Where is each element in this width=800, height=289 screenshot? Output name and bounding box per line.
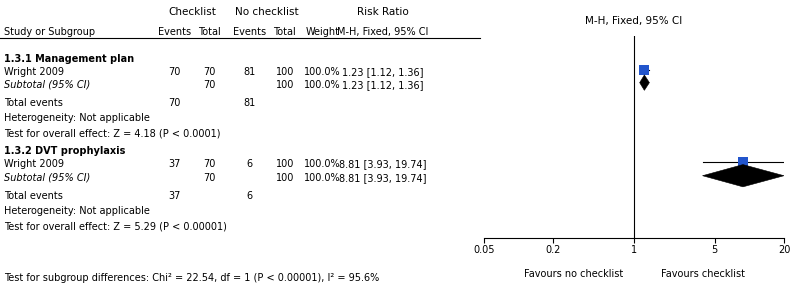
Text: Events: Events (233, 27, 266, 38)
Text: M-H, Fixed, 95% CI: M-H, Fixed, 95% CI (586, 16, 682, 26)
Text: Test for subgroup differences: Chi² = 22.54, df = 1 (P < 0.00001), I² = 95.6%: Test for subgroup differences: Chi² = 22… (4, 273, 379, 283)
Text: 6: 6 (246, 159, 253, 169)
Text: Total: Total (274, 27, 296, 38)
Text: 100.0%: 100.0% (304, 67, 341, 77)
Point (638, 67, 650, 72)
Text: Heterogeneity: Not applicable: Heterogeneity: Not applicable (4, 206, 150, 216)
Text: 70: 70 (203, 159, 216, 169)
Text: 1.23 [1.12, 1.36]: 1.23 [1.12, 1.36] (342, 80, 423, 90)
Text: Risk Ratio: Risk Ratio (357, 7, 408, 17)
Text: 100.0%: 100.0% (304, 173, 341, 183)
Text: 1.23 [1.12, 1.36]: 1.23 [1.12, 1.36] (342, 67, 423, 77)
Text: Events: Events (158, 27, 191, 38)
Text: 70: 70 (168, 67, 181, 77)
Text: Wright 2009: Wright 2009 (4, 159, 64, 169)
Text: Study or Subgroup: Study or Subgroup (4, 27, 95, 38)
Text: 100.0%: 100.0% (304, 80, 341, 90)
Text: 70: 70 (203, 173, 216, 183)
Text: 100: 100 (276, 67, 294, 77)
Text: Total: Total (198, 27, 221, 38)
Text: Checklist: Checklist (168, 7, 216, 17)
Point (737, 159, 750, 164)
Polygon shape (702, 164, 784, 187)
Text: Favours no checklist: Favours no checklist (524, 269, 624, 279)
Text: 100: 100 (276, 173, 294, 183)
Text: 70: 70 (168, 98, 181, 108)
Text: 100.0%: 100.0% (304, 159, 341, 169)
Text: Favours checklist: Favours checklist (661, 269, 745, 279)
Text: 81: 81 (243, 98, 256, 108)
Text: Subtotal (95% CI): Subtotal (95% CI) (4, 80, 90, 90)
Text: 100: 100 (276, 80, 294, 90)
Text: 70: 70 (203, 67, 216, 77)
Text: Weight: Weight (306, 27, 339, 38)
Text: 1.3.2 DVT prophylaxis: 1.3.2 DVT prophylaxis (4, 146, 126, 156)
Text: Test for overall effect: Z = 5.29 (P < 0.00001): Test for overall effect: Z = 5.29 (P < 0… (4, 221, 227, 231)
Text: 70: 70 (203, 80, 216, 90)
Text: 100: 100 (276, 159, 294, 169)
Text: Test for overall effect: Z = 4.18 (P < 0.0001): Test for overall effect: Z = 4.18 (P < 0… (4, 128, 221, 138)
Text: Subtotal (95% CI): Subtotal (95% CI) (4, 173, 90, 183)
Text: M-H, Fixed, 95% CI: M-H, Fixed, 95% CI (337, 27, 428, 38)
Text: Heterogeneity: Not applicable: Heterogeneity: Not applicable (4, 113, 150, 123)
Text: Wright 2009: Wright 2009 (4, 67, 64, 77)
Text: Total events: Total events (4, 98, 63, 108)
Text: 37: 37 (168, 191, 181, 201)
Text: 1.3.1 Management plan: 1.3.1 Management plan (4, 54, 134, 64)
Text: 8.81 [3.93, 19.74]: 8.81 [3.93, 19.74] (338, 173, 426, 183)
Text: 8.81 [3.93, 19.74]: 8.81 [3.93, 19.74] (338, 159, 426, 169)
Text: Total events: Total events (4, 191, 63, 201)
Text: 37: 37 (168, 159, 181, 169)
Text: 6: 6 (246, 191, 253, 201)
Text: No checklist: No checklist (235, 7, 299, 17)
Polygon shape (640, 75, 650, 90)
Text: 81: 81 (243, 67, 256, 77)
